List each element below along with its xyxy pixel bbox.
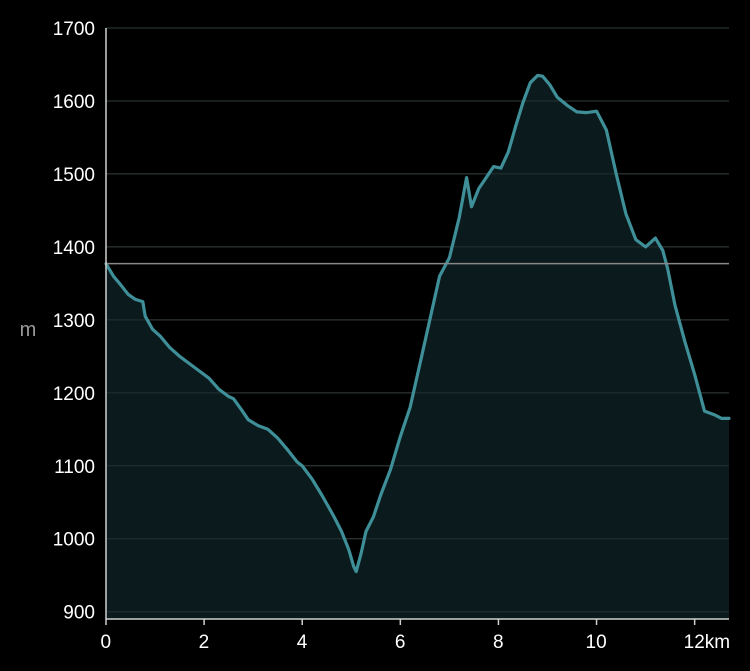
y-tick-label: 1700: [53, 19, 95, 40]
x-tick-label: 10: [586, 632, 607, 653]
elevation-area: [106, 75, 729, 619]
y-tick-labels: 900 1000 1100 1200 1300 1400 1500 1600 1700: [53, 19, 95, 624]
y-tick-label: 1200: [53, 384, 95, 405]
x-tick-label: 0: [101, 632, 112, 653]
y-tick-label: 1600: [53, 92, 95, 113]
elevation-line: [104, 73, 731, 574]
area-layer: [104, 27, 731, 619]
y-axis-label: m: [20, 319, 37, 341]
x-tick-label: 8: [493, 632, 504, 653]
y-tick-label: 1500: [53, 165, 95, 186]
x-tick-label: 12km: [684, 632, 730, 653]
axis-layer: [105, 28, 729, 625]
x-tick-labels: 0 2 4 6 8 10 12km: [101, 632, 731, 653]
x-tick-label: 2: [199, 632, 210, 653]
y-tick-label: 900: [63, 603, 95, 624]
y-tick-label: 1100: [54, 457, 95, 478]
x-tick-label: 4: [297, 632, 308, 653]
y-tick-label: 1400: [53, 238, 95, 259]
y-tick-label: 1300: [53, 311, 95, 332]
x-tick-label: 6: [395, 632, 406, 653]
y-tick-label: 1000: [53, 530, 95, 551]
